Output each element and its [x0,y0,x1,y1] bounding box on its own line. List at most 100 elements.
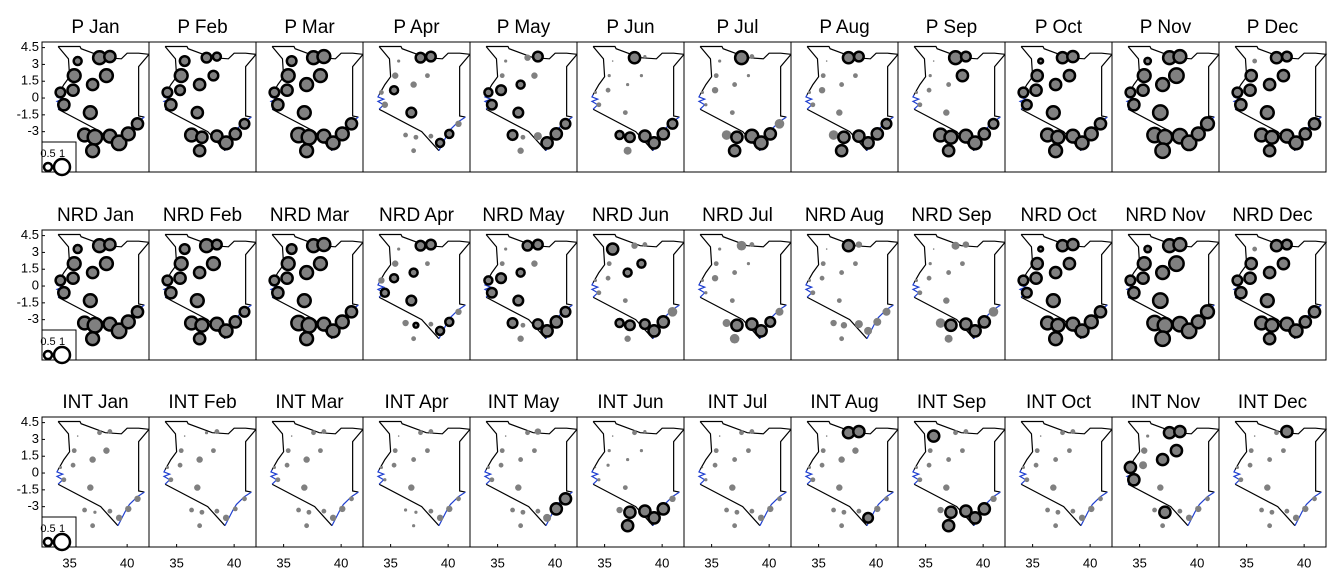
station-bubble [1053,523,1059,529]
panel-title: INT Dec [1238,392,1307,413]
station-bubble [173,255,189,272]
station-bubble [425,448,430,454]
station-bubble [704,291,708,295]
panel-title: NRD Jan [57,205,134,226]
station-bubble [531,72,538,79]
panel-title: INT Oct [1026,392,1092,413]
station-bubble [483,275,494,286]
station-bubble [839,82,845,87]
station-bubble [1243,271,1257,286]
station-bubble [1083,314,1099,330]
station-bubble [321,508,327,514]
station-bubble [1172,236,1188,253]
station-bubble [1050,484,1057,491]
station-bubble [489,477,495,483]
map-border [57,421,71,470]
x-tick-label: 40 [1190,555,1204,570]
station-bubble [379,465,384,470]
station-bubble [410,81,417,88]
station-bubble [325,323,341,339]
map-border [807,420,900,493]
station-bubble [596,290,602,296]
station-bubble [624,335,631,342]
station-bubble [834,143,849,158]
station-bubble [807,465,812,470]
station-bubble [1151,104,1169,122]
station-bubble [1312,496,1317,502]
station-bubble [521,239,534,252]
station-bubble [531,260,538,267]
station-bubble [729,333,740,344]
station-bubble [280,255,296,272]
station-bubble [411,148,417,154]
station-bubble [540,324,554,338]
x-tick-label: 35 [597,555,611,570]
panel: NRD Oct [1004,205,1114,361]
station-bubble [1141,447,1148,454]
station-bubble [1190,126,1206,142]
panel-title: NRD Aug [805,205,884,226]
station-bubble [856,508,862,514]
station-bubble [1269,509,1275,515]
station-bubble [1037,57,1045,65]
station-bubble [862,511,875,524]
station-bubble [656,127,671,141]
station-bubble [296,104,312,121]
station-bubble [242,496,247,502]
station-bubble [749,429,755,434]
station-bubble [321,429,327,434]
station-bubble [504,247,508,251]
station-bubble [428,508,434,514]
station-bubble [1253,435,1256,437]
x-tick-label: 35 [276,555,290,570]
station-bubble [753,135,769,151]
panel-title: P Jul [717,17,759,38]
panel-title: NRD Apr [379,205,455,226]
station-bubble [775,307,784,316]
x-tick-label: 35 [918,555,932,570]
station-bubble [72,55,83,67]
station-bubble [700,90,705,95]
map-border [378,421,392,470]
station-bubble [977,315,992,329]
station-bubble [638,504,652,518]
station-bubble [84,331,101,347]
map-border [378,296,440,340]
map-border [700,420,793,493]
station-bubble [946,82,952,87]
station-bubble [1029,271,1043,286]
station-bubble [1205,496,1210,502]
station-bubble [1307,304,1322,319]
station-bubble [732,82,738,87]
station-bubble [192,265,207,280]
station-bubble [605,242,620,256]
panel-title: NRD Oct [1021,205,1098,226]
station-bubble [941,518,956,533]
station-bubble [1264,484,1271,491]
panel: NRD Aug [790,205,900,361]
station-bubble [534,428,542,435]
panel: INT Apr 35 40 [362,392,472,570]
station-bubble [70,462,76,468]
station-bubble [455,120,462,128]
x-tick-label: 35 [811,555,825,570]
station-bubble [1020,98,1033,111]
x-tick-label: 40 [1297,555,1311,570]
station-bubble [61,477,67,483]
map-border [699,46,713,95]
x-tick-label: 40 [869,555,883,570]
station-bubble [408,267,419,278]
station-bubble [713,448,719,454]
station-bubble [917,102,923,108]
station-bubble [300,128,318,146]
map-border [379,45,472,118]
station-bubble [593,278,598,283]
station-bubble [700,278,705,283]
station-bubble [268,274,281,287]
legend-label: 1 [59,523,65,535]
station-bubble [736,240,747,251]
map-border [271,421,285,470]
station-bubble [1020,286,1033,299]
station-bubble [1262,77,1277,92]
map-border [593,233,686,306]
